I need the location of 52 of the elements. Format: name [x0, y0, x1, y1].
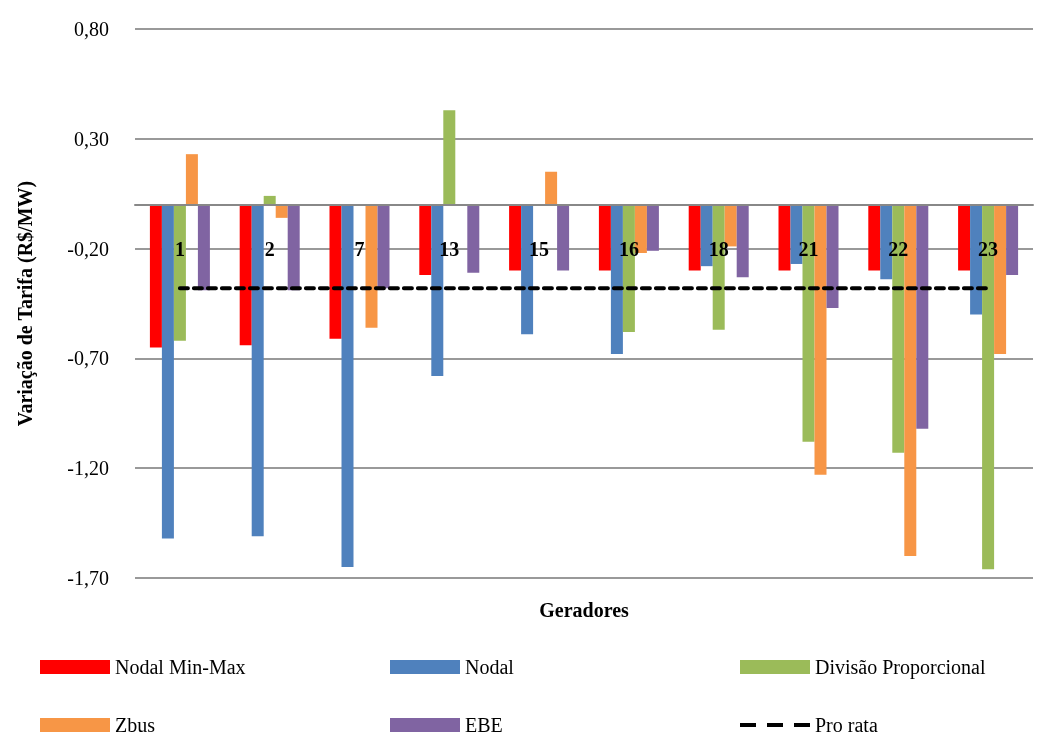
x-tick-label: 16 [618, 238, 639, 260]
y-tick-label: 0,30 [74, 127, 109, 150]
bar [161, 204, 174, 539]
bar [197, 204, 210, 291]
bar [365, 204, 378, 328]
legend-label: Zbus [115, 714, 156, 736]
bar [467, 204, 480, 273]
bar [275, 204, 288, 218]
bar [287, 204, 300, 291]
bar [239, 204, 252, 346]
bar [419, 204, 432, 275]
bar [916, 204, 929, 429]
bar [736, 204, 749, 278]
x-tick-label: 18 [708, 238, 729, 260]
x-tick-label: 23 [978, 238, 999, 260]
x-tick-label: 22 [888, 238, 909, 260]
y-tick-label: -1,20 [67, 457, 109, 480]
bar [778, 204, 791, 271]
bar [443, 110, 456, 205]
x-tick-label: 1 [174, 238, 185, 260]
bar [509, 204, 522, 271]
legend-label: Pro rata [815, 714, 878, 736]
bar [598, 204, 611, 271]
y-tick-label: 0,80 [74, 18, 109, 40]
bar [958, 204, 971, 271]
bar [557, 204, 570, 271]
bar [329, 204, 342, 339]
bar [377, 204, 390, 289]
x-tick-label: 7 [354, 238, 365, 260]
bar [173, 204, 186, 341]
legend-label: Nodal Min-Max [115, 656, 246, 678]
bar [185, 154, 198, 205]
y-axis-title: Variação de Tarifa (R$/MW) [14, 180, 37, 427]
x-axis-title: Geradores [539, 599, 630, 621]
legend-label: Divisão Proporcional [815, 656, 986, 679]
bar [341, 204, 354, 568]
bar [688, 204, 701, 271]
y-tick-label: -0,70 [67, 347, 109, 370]
bar [149, 204, 162, 348]
y-tick-label: -1,70 [67, 567, 109, 589]
bar [263, 195, 276, 205]
bar [868, 204, 881, 271]
x-tick-label: 2 [264, 238, 275, 260]
bar [251, 204, 264, 537]
bar [545, 171, 558, 205]
bar [646, 204, 659, 251]
y-tick-label: -0,20 [67, 237, 109, 260]
bar [1006, 204, 1019, 275]
x-tick-label: 21 [798, 238, 819, 260]
legend-label: EBE [465, 714, 503, 736]
bar [826, 204, 839, 308]
legend-label: Nodal [465, 656, 515, 678]
